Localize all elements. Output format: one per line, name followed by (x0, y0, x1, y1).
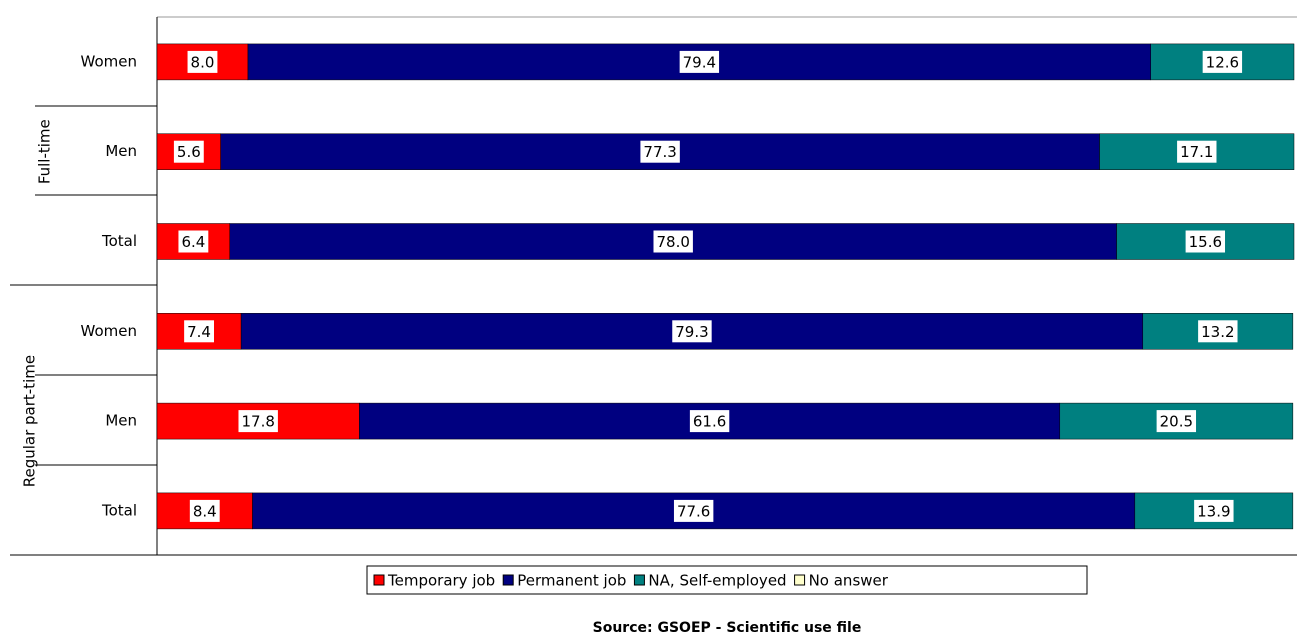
data-label-bg (673, 499, 714, 522)
data-label-group: 15.6 (1185, 230, 1226, 253)
data-label: 61.6 (693, 413, 726, 431)
legend-swatch (633, 574, 645, 586)
data-label-bg (653, 230, 693, 253)
data-label-group: 13.9 (1194, 499, 1234, 522)
data-label-group: 77.6 (673, 499, 714, 522)
data-label: 77.3 (643, 143, 676, 161)
data-label-bg (689, 410, 730, 433)
data-label-bg (1202, 50, 1243, 73)
legend-label: NA, Self-employed (648, 572, 786, 590)
data-label-bg (189, 499, 220, 522)
data-label: 77.6 (677, 502, 710, 520)
category-label: Men (105, 142, 137, 160)
data-label-group: 17.1 (1177, 140, 1217, 163)
data-label-bg (1198, 320, 1238, 343)
data-label: 7.4 (187, 323, 211, 341)
legend-swatch (502, 574, 514, 586)
data-label-group: 61.6 (689, 410, 730, 433)
category-label: Women (81, 322, 137, 340)
data-label-group: 8.0 (187, 50, 218, 73)
source-note: Source: GSOEP - Scientific use file (593, 620, 862, 635)
data-label-group: 6.4 (178, 230, 209, 253)
data-label-bg (1177, 140, 1217, 163)
data-label: 79.3 (675, 323, 708, 341)
category-label: Total (101, 501, 137, 519)
data-label-bg (679, 50, 720, 73)
legend-box (366, 565, 1088, 595)
data-label-bg (238, 410, 278, 433)
data-label-group: 5.6 (173, 140, 204, 163)
bar-segment (229, 223, 1117, 260)
group-label: Full-time (36, 119, 54, 184)
data-label-group: 78.0 (653, 230, 693, 253)
data-label-group: 77.3 (640, 140, 680, 163)
data-label-bg (1156, 410, 1197, 433)
data-label: 79.4 (683, 53, 716, 71)
data-label: 15.6 (1189, 233, 1222, 251)
legend-swatch (794, 574, 806, 586)
bar-segment (156, 402, 360, 440)
data-label: 12.6 (1206, 53, 1239, 71)
data-label: 5.6 (177, 143, 201, 161)
data-label-bg (178, 230, 209, 253)
data-label: 78.0 (656, 233, 689, 251)
data-label-bg (640, 140, 680, 163)
legend-label: Permanent job (517, 572, 626, 590)
category-label: Men (105, 412, 137, 430)
data-label-group: 8.4 (189, 499, 220, 522)
data-label: 17.8 (241, 413, 274, 431)
data-label-group: 12.6 (1202, 50, 1243, 73)
data-label: 20.5 (1160, 413, 1193, 431)
data-label: 8.4 (193, 502, 217, 520)
data-label-group: 79.4 (679, 50, 720, 73)
legend-swatch (373, 574, 385, 586)
data-label: 13.9 (1197, 502, 1230, 520)
data-label-bg (184, 320, 214, 343)
data-label-group: 17.8 (238, 410, 278, 433)
data-label-bg (1185, 230, 1226, 253)
legend-label: No answer (809, 572, 889, 590)
data-label-bg (672, 320, 712, 343)
category-label: Total (101, 232, 137, 250)
data-label-group: 13.2 (1198, 320, 1238, 343)
data-label: 6.4 (181, 233, 205, 251)
data-label: 8.0 (191, 53, 215, 71)
data-label-bg (187, 50, 218, 73)
data-label-group: 7.4 (184, 320, 214, 343)
data-label-bg (1194, 499, 1234, 522)
group-label: Regular part-time (21, 355, 39, 487)
data-label-group: 79.3 (672, 320, 712, 343)
data-label: 17.1 (1180, 143, 1213, 161)
data-label-bg (173, 140, 204, 163)
data-label-group: 20.5 (1156, 410, 1197, 433)
legend-label: Temporary job (387, 572, 495, 590)
category-label: Women (81, 52, 137, 70)
data-label: 13.2 (1201, 323, 1234, 341)
